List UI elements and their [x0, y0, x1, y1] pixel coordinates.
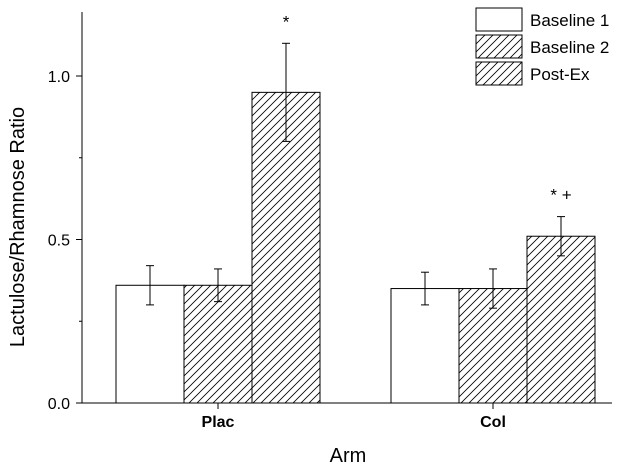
x-tick-label: Col	[480, 414, 506, 431]
y-axis-title: Lactulose/Rhamnose Ratio	[7, 107, 29, 347]
bar-post-ex-plac	[251, 91, 321, 404]
significance-marker: * +	[550, 186, 571, 205]
legend-swatch	[475, 7, 523, 32]
bar-post-ex-col	[526, 235, 596, 404]
error-bars	[146, 42, 565, 309]
significance-marker: *	[283, 12, 290, 31]
legend-label: Baseline 2	[530, 38, 609, 57]
legend-swatch	[475, 34, 523, 59]
x-axis-title: Arm	[330, 445, 367, 467]
legend-swatch	[475, 61, 523, 86]
legend-label: Baseline 1	[530, 11, 609, 30]
bars	[115, 91, 596, 404]
bar-baseline-2-plac	[183, 284, 253, 404]
y-tick-label: 1.0	[48, 69, 70, 86]
legend: Baseline 1 Baseline 2 Post-Ex	[475, 7, 609, 86]
y-tick-label: 0.5	[48, 233, 70, 250]
x-tick-label: Plac	[202, 414, 235, 431]
annotations: * * +	[283, 12, 572, 204]
legend-label: Post-Ex	[530, 65, 590, 84]
y-tick-label: 0.0	[48, 396, 70, 413]
bar-baseline-1-col	[390, 288, 460, 404]
